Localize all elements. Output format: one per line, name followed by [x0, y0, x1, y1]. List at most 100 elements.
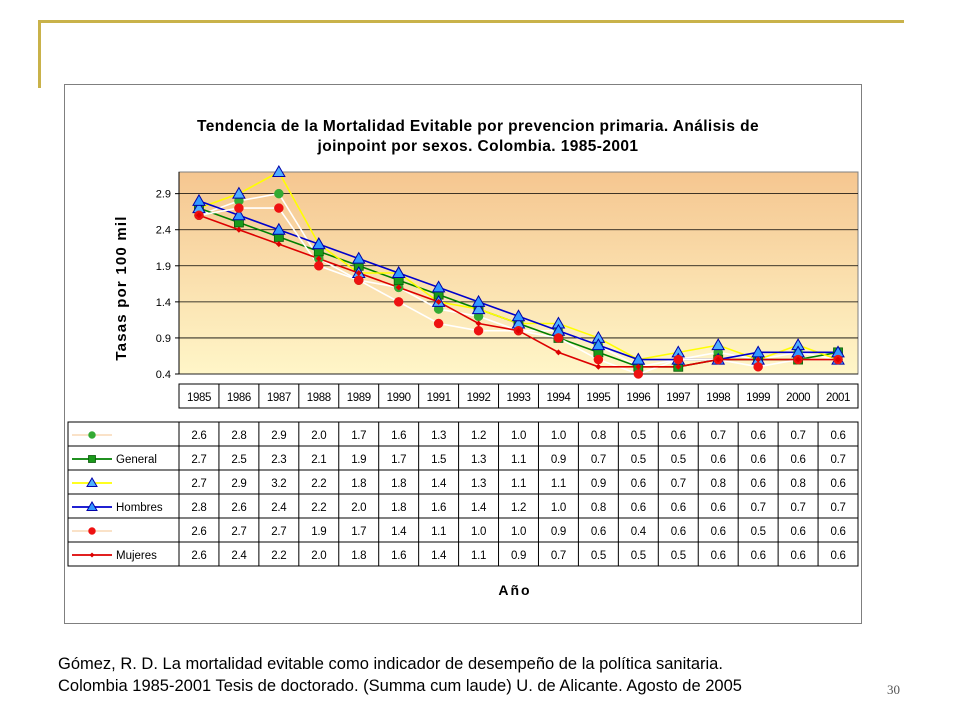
series-4-point: [473, 325, 484, 336]
year-label: 1996: [626, 392, 650, 404]
series-2-point: [271, 164, 286, 177]
year-label: 1990: [387, 392, 411, 404]
series-3-point: [192, 193, 206, 206]
data-cell: 1.0: [551, 502, 566, 514]
data-cell: 0.6: [791, 550, 806, 562]
data-cell: 2.1: [311, 454, 326, 466]
data-cell: 0.6: [631, 502, 646, 514]
series-2-point: [232, 186, 246, 199]
data-cell: 2.7: [271, 526, 286, 538]
series-4-point: [274, 203, 284, 213]
data-cell: 2.7: [191, 478, 206, 490]
series-5-point: [355, 270, 362, 276]
data-cell: 1.1: [431, 526, 446, 538]
year-label: 1994: [546, 392, 571, 404]
data-cell: 1.4: [391, 526, 407, 538]
y-tick-label: 0.9: [156, 333, 171, 345]
data-cell: 0.7: [551, 550, 566, 562]
data-cell: 2.6: [191, 526, 206, 538]
series-3-point: [471, 294, 486, 307]
year-label: 1995: [586, 392, 610, 404]
data-cell: 2.2: [311, 502, 326, 514]
data-cell: 2.0: [311, 430, 326, 442]
series-4-point: [353, 275, 364, 285]
series-3-point: [591, 338, 606, 351]
data-cell: 0.4: [631, 526, 647, 538]
series-5-point: [755, 356, 762, 363]
data-cell: 1.3: [471, 454, 486, 466]
data-cell: 0.6: [830, 430, 845, 442]
data-cell: 2.6: [191, 430, 206, 442]
data-cell: 0.7: [711, 430, 726, 442]
citation-caption: Gómez, R. D. La mortalidad evitable como…: [58, 653, 848, 697]
series-5-point: [195, 212, 202, 219]
y-tick-label: 0.4: [156, 369, 171, 381]
data-cell: 1.4: [471, 502, 487, 514]
series-3-point: [311, 237, 326, 250]
series-4-point: [433, 318, 444, 329]
data-cell: 0.5: [671, 550, 686, 562]
data-cell: 0.5: [751, 526, 766, 538]
data-cell: 1.4: [431, 550, 447, 562]
data-cell: 2.0: [351, 502, 366, 514]
page-number: 30: [887, 682, 900, 697]
data-cell: 0.6: [591, 526, 606, 538]
legend-key-marker-1: [88, 455, 96, 463]
data-cell: 0.9: [551, 526, 566, 538]
series-3-point: [511, 309, 526, 322]
year-label: 1986: [227, 392, 251, 404]
data-cell: 1.7: [351, 430, 366, 442]
series-5-point: [675, 363, 682, 370]
data-cell: 0.6: [791, 454, 806, 466]
data-cell: 2.2: [271, 550, 286, 562]
data-cell: 0.6: [711, 502, 726, 514]
data-cell: 1.4: [431, 478, 447, 490]
y-tick-label: 1.9: [156, 261, 171, 273]
data-cell: 2.5: [231, 454, 246, 466]
year-label: 1987: [267, 392, 291, 404]
data-cell: 1.6: [391, 550, 406, 562]
data-cell: 2.6: [191, 550, 206, 562]
data-cell: 0.8: [591, 430, 606, 442]
chart-title-line2: joinpoint por sexos. Colombia. 1985-2001: [317, 138, 639, 155]
plot-background: [178, 171, 859, 375]
data-cell: 3.2: [271, 478, 286, 490]
data-cell: 2.4: [231, 550, 247, 562]
series-4-point: [673, 354, 684, 365]
data-cell: 0.7: [830, 454, 845, 466]
y-tick-label: 2.4: [156, 225, 171, 237]
data-cell: 0.8: [711, 478, 726, 490]
data-cell: 0.7: [791, 502, 806, 514]
year-label: 1989: [347, 392, 371, 404]
data-cell: 0.6: [711, 550, 726, 562]
y-tick-label: 1.4: [156, 297, 171, 309]
data-cell: 2.9: [271, 430, 286, 442]
top-accent-rule: [40, 20, 904, 23]
citation-line-1: Gómez, R. D. La mortalidad evitable como…: [58, 655, 723, 673]
data-cell: 0.7: [830, 502, 845, 514]
data-cell: 0.6: [830, 550, 845, 562]
citation-line-2: Colombia 1985-2001 Tesis de doctorado. (…: [58, 677, 742, 695]
data-cell: 0.6: [711, 454, 726, 466]
data-cell: 1.3: [471, 478, 486, 490]
data-cell: 0.6: [830, 526, 845, 538]
series-4-point: [314, 261, 324, 271]
data-cell: 0.6: [671, 430, 686, 442]
data-cell: 1.9: [311, 526, 326, 538]
series-5-point: [475, 320, 482, 327]
legend-label-1: General: [116, 454, 157, 466]
data-cell: 0.5: [631, 430, 646, 442]
data-cell: 0.8: [591, 502, 606, 514]
plot-area: 0.4 0.9 1.4 1.9 2.4 2.9: [156, 164, 859, 381]
data-cell: 1.8: [391, 502, 406, 514]
data-cell: 1.1: [471, 550, 486, 562]
series-3-point: [391, 265, 406, 278]
year-header-row: [178, 383, 859, 409]
data-cell: 0.7: [671, 478, 686, 490]
data-cell: 0.9: [591, 478, 606, 490]
data-cell: 0.6: [830, 478, 845, 490]
data-cell: 1.0: [511, 430, 526, 442]
data-cell: 0.6: [751, 550, 766, 562]
data-cell: 1.8: [391, 478, 406, 490]
